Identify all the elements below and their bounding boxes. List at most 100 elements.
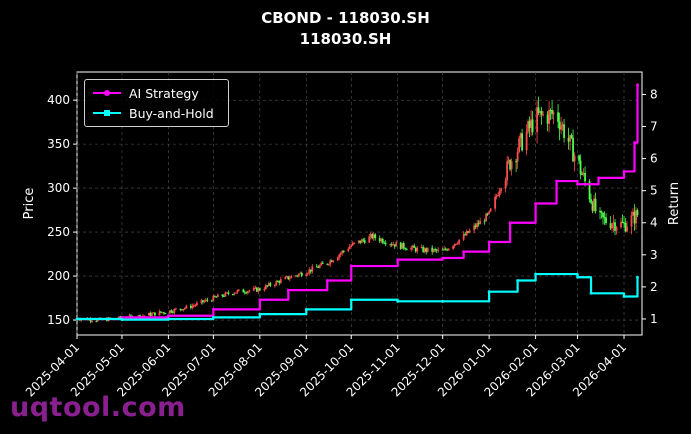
candle-body bbox=[626, 226, 628, 232]
candle-body bbox=[320, 262, 323, 266]
candle-body bbox=[567, 137, 570, 142]
legend: AI Strategy Buy-and-Hold bbox=[84, 79, 229, 127]
candle-body bbox=[255, 287, 258, 292]
candle-body bbox=[203, 301, 206, 303]
candle-body bbox=[276, 281, 279, 283]
candle-body bbox=[182, 308, 185, 311]
candle-body bbox=[149, 312, 152, 316]
candle-body bbox=[434, 249, 437, 251]
candle-body bbox=[612, 222, 615, 225]
watermark: uqtool.com bbox=[10, 392, 186, 423]
candle-body bbox=[257, 288, 260, 292]
candle-body bbox=[172, 312, 174, 314]
candle-body bbox=[374, 234, 377, 239]
chart-title: CBOND - 118030.SH bbox=[261, 9, 430, 27]
candle-body bbox=[160, 311, 162, 313]
candle-body bbox=[318, 265, 321, 268]
candle-body bbox=[227, 292, 230, 295]
candle-body bbox=[173, 308, 176, 313]
y-tick-label: 200 bbox=[47, 269, 70, 283]
candle-body bbox=[452, 246, 455, 249]
candle-body bbox=[464, 234, 467, 236]
series-point-ai-strategy bbox=[441, 256, 445, 260]
candle-body bbox=[590, 199, 592, 203]
candle-body bbox=[308, 269, 311, 274]
candle-body bbox=[234, 292, 237, 294]
candle-body bbox=[300, 272, 303, 276]
candle-body bbox=[371, 234, 374, 239]
candle-body bbox=[630, 215, 633, 227]
candle-body bbox=[437, 249, 440, 251]
candle-body bbox=[326, 263, 329, 265]
candle-body bbox=[294, 275, 297, 277]
candle-body bbox=[287, 276, 290, 280]
candle-body bbox=[311, 266, 314, 272]
candle-body bbox=[422, 247, 425, 252]
series-line-buy-and-hold bbox=[77, 272, 639, 321]
y2-tick-label: 2 bbox=[650, 280, 658, 294]
candle-body bbox=[413, 245, 416, 248]
candle-body bbox=[390, 244, 393, 246]
series-point-ai-strategy bbox=[622, 170, 626, 173]
candle-body bbox=[614, 222, 616, 231]
candle-body bbox=[360, 239, 363, 243]
candle-body bbox=[623, 222, 625, 224]
candle-body bbox=[611, 224, 613, 229]
candle-body bbox=[248, 290, 251, 292]
series-point-buy-and-hold bbox=[576, 275, 579, 279]
series-point-buy-and-hold bbox=[211, 315, 215, 319]
candle-body bbox=[179, 308, 182, 310]
legend-item-ai-strategy: AI Strategy bbox=[93, 85, 199, 101]
candle-body bbox=[213, 295, 216, 297]
candle-body bbox=[462, 234, 465, 240]
candle-body bbox=[297, 273, 300, 276]
y-tick-label: 300 bbox=[47, 181, 70, 195]
candle-body bbox=[432, 249, 435, 252]
y2-axis-label: Return bbox=[667, 182, 682, 225]
chart-subtitle: 118030.SH bbox=[299, 30, 392, 48]
candle-body bbox=[519, 133, 522, 139]
candle-body bbox=[353, 242, 356, 244]
series-point-ai-strategy bbox=[633, 141, 636, 144]
candle-body bbox=[359, 240, 362, 243]
candle-body bbox=[588, 181, 591, 200]
series-point-ai-strategy bbox=[396, 258, 400, 262]
series-point-buy-and-hold bbox=[589, 291, 593, 295]
candle-body bbox=[603, 217, 606, 219]
candle-body bbox=[636, 210, 639, 216]
candle-body bbox=[497, 195, 500, 197]
candle-body bbox=[528, 121, 531, 128]
candle-body bbox=[423, 248, 426, 252]
candle-body bbox=[321, 262, 324, 264]
candle-body bbox=[206, 299, 209, 301]
candle-body bbox=[558, 121, 561, 130]
candle-body bbox=[507, 160, 510, 162]
candle-body bbox=[380, 239, 383, 242]
candle-body bbox=[278, 281, 281, 283]
series-point-ai-strategy bbox=[258, 298, 262, 302]
candle-body bbox=[456, 243, 459, 245]
candle-body bbox=[591, 202, 594, 211]
candle-body bbox=[582, 172, 585, 175]
candle-body bbox=[552, 112, 555, 115]
candle-body bbox=[530, 119, 532, 128]
candle-body bbox=[551, 110, 553, 115]
candle-body bbox=[435, 249, 438, 251]
candle-body bbox=[273, 284, 276, 286]
candle-body bbox=[327, 264, 330, 266]
y2-tick-label: 6 bbox=[650, 152, 658, 166]
candle-body bbox=[476, 223, 479, 228]
candle-body bbox=[542, 114, 544, 116]
candle-body bbox=[441, 249, 444, 251]
legend-swatch-ai-strategy bbox=[93, 90, 121, 96]
candle-body bbox=[350, 245, 353, 247]
candle-body bbox=[192, 305, 195, 307]
series-point-buy-and-hold bbox=[534, 272, 537, 276]
candle-body bbox=[264, 285, 267, 290]
candle-body bbox=[458, 239, 461, 244]
candle-body bbox=[164, 313, 167, 315]
candle-body bbox=[632, 211, 634, 216]
series-point-ai-strategy bbox=[325, 279, 329, 282]
candle-body bbox=[483, 220, 486, 222]
